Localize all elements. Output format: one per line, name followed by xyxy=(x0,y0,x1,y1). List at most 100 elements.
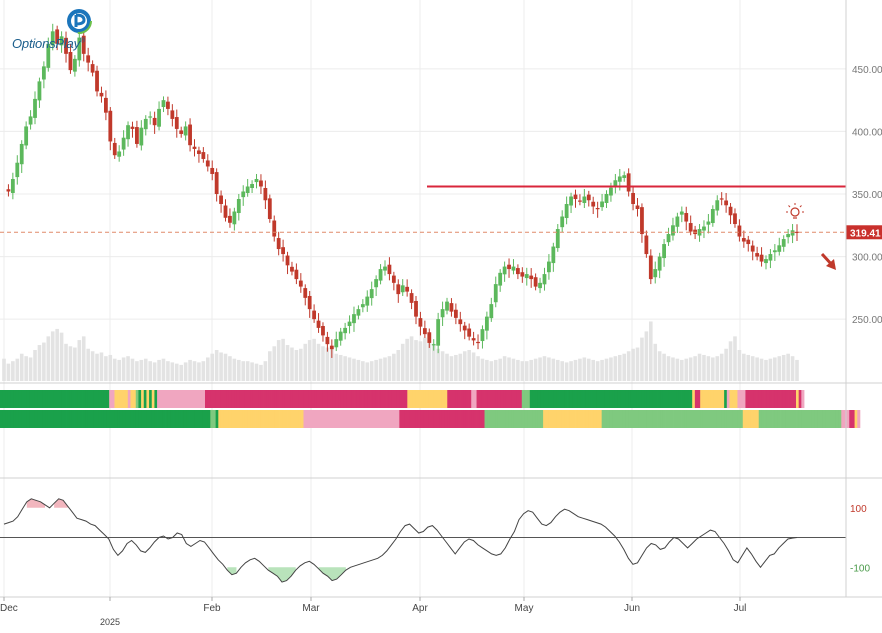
heat-cell xyxy=(85,410,89,428)
heat-cell xyxy=(239,390,243,408)
heat-cell xyxy=(447,390,451,408)
heat-cell xyxy=(356,410,360,428)
heat-cell xyxy=(670,410,674,428)
candle-body xyxy=(746,239,751,245)
heat-cell xyxy=(207,390,211,408)
heat-cell xyxy=(412,390,416,408)
volume-bar xyxy=(157,359,161,381)
candle-body xyxy=(126,125,130,140)
heat-cell xyxy=(516,390,520,408)
heat-cell xyxy=(591,390,595,408)
heat-cell xyxy=(93,410,97,428)
candle-body xyxy=(307,295,312,310)
volume-bar xyxy=(95,353,99,381)
volume-bar xyxy=(46,336,51,381)
heat-cell xyxy=(183,390,187,408)
last-price-tag xyxy=(846,225,882,240)
volume-bar xyxy=(485,359,489,381)
volume-bar xyxy=(259,364,263,381)
heat-cell xyxy=(521,410,525,428)
heat-cell xyxy=(606,390,611,408)
heat-cell xyxy=(465,390,469,408)
heat-cell xyxy=(306,410,310,428)
heat-cell xyxy=(788,390,792,408)
heat-cell xyxy=(580,390,584,408)
volume-bar xyxy=(520,361,525,381)
heat-cell xyxy=(26,390,30,408)
volume-bar xyxy=(268,351,272,381)
candle-body xyxy=(786,234,791,238)
heat-cell xyxy=(306,390,310,408)
volume-bar xyxy=(356,359,361,381)
volume-bar xyxy=(449,356,454,381)
heat-cell xyxy=(569,390,573,408)
volume-bar xyxy=(135,361,139,381)
heat-cell xyxy=(234,410,238,428)
heat-cell xyxy=(686,390,690,408)
candle-body xyxy=(15,162,20,178)
heat-cell xyxy=(553,410,557,428)
heat-cell xyxy=(798,410,802,428)
heat-cell xyxy=(646,390,650,408)
heat-cell xyxy=(338,390,342,408)
heat-cell xyxy=(127,410,131,428)
heat-cell xyxy=(529,390,533,408)
heat-cell xyxy=(756,410,760,428)
heat-cell xyxy=(138,390,142,408)
heat-cell xyxy=(271,410,275,428)
heat-cell xyxy=(130,410,134,428)
candle-body xyxy=(343,327,348,334)
candle-body xyxy=(121,137,126,150)
heat-cell xyxy=(468,410,472,428)
heat-cell xyxy=(428,390,432,408)
heat-cell xyxy=(665,390,669,408)
volume-bar xyxy=(626,351,631,381)
heat-cell xyxy=(322,390,326,408)
heat-cell xyxy=(287,390,291,408)
heat-cell xyxy=(204,390,209,408)
volume-bar xyxy=(37,345,42,381)
heat-cell xyxy=(614,390,619,408)
heat-cell xyxy=(154,410,158,428)
heat-cell xyxy=(519,410,523,428)
heat-cell xyxy=(551,410,555,428)
heat-cell xyxy=(364,410,368,428)
volume-bar xyxy=(383,357,387,381)
heat-cell xyxy=(646,410,650,428)
volume-bar xyxy=(143,358,148,381)
x-tick-label: Feb xyxy=(203,603,221,614)
heat-cell xyxy=(811,410,816,428)
heat-cell xyxy=(676,390,680,408)
heat-cell xyxy=(455,410,459,428)
candle-body xyxy=(219,195,223,205)
heat-cell xyxy=(231,410,235,428)
candle-body xyxy=(445,301,449,311)
heat-cell xyxy=(689,410,693,428)
heat-cell xyxy=(114,410,118,428)
x-tick-label: Apr xyxy=(412,603,428,614)
heat-cell xyxy=(790,390,794,408)
heat-cell xyxy=(636,390,640,408)
candle-body xyxy=(484,316,489,331)
heat-cell xyxy=(13,410,17,428)
heat-cell xyxy=(268,410,272,428)
heat-cell xyxy=(497,390,501,408)
candle-body xyxy=(604,194,609,204)
volume-bar xyxy=(369,361,374,381)
volume-bar xyxy=(77,340,82,381)
heat-cell xyxy=(2,410,6,428)
volume-bar xyxy=(724,348,728,381)
volume-bar xyxy=(90,351,95,381)
volume-bar xyxy=(312,338,316,381)
volume-bar xyxy=(591,359,596,381)
heat-cell xyxy=(819,410,824,428)
heat-cell xyxy=(308,390,312,408)
candle-body xyxy=(183,126,188,136)
volume-bar xyxy=(2,358,6,381)
heat-cell xyxy=(284,410,288,428)
heat-cell xyxy=(764,410,768,428)
heat-cell xyxy=(524,390,528,408)
heat-cell xyxy=(479,410,483,428)
heat-cell xyxy=(394,390,398,408)
